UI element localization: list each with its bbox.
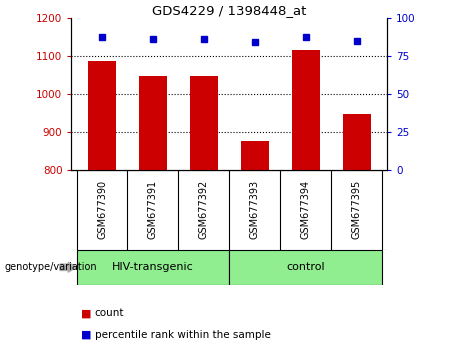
- Title: GDS4229 / 1398448_at: GDS4229 / 1398448_at: [152, 4, 307, 17]
- Bar: [77, 250, 230, 285]
- Bar: [292, 50, 320, 170]
- Bar: [241, 141, 269, 170]
- Text: GSM677390: GSM677390: [97, 180, 107, 239]
- Bar: [88, 62, 116, 170]
- Text: ■: ■: [81, 308, 91, 318]
- Bar: [230, 250, 382, 285]
- Text: percentile rank within the sample: percentile rank within the sample: [95, 330, 271, 339]
- Text: GSM677392: GSM677392: [199, 180, 209, 239]
- Text: genotype/variation: genotype/variation: [5, 262, 97, 272]
- Text: GSM677394: GSM677394: [301, 180, 311, 239]
- Text: GSM677391: GSM677391: [148, 180, 158, 239]
- Bar: [190, 75, 218, 170]
- Bar: [343, 114, 371, 170]
- Text: count: count: [95, 308, 124, 318]
- Text: ■: ■: [81, 330, 91, 339]
- Bar: [139, 75, 167, 170]
- Text: HIV-transgenic: HIV-transgenic: [112, 262, 194, 272]
- Text: GSM677393: GSM677393: [250, 180, 260, 239]
- Text: GSM677395: GSM677395: [352, 180, 362, 239]
- Text: control: control: [286, 262, 325, 272]
